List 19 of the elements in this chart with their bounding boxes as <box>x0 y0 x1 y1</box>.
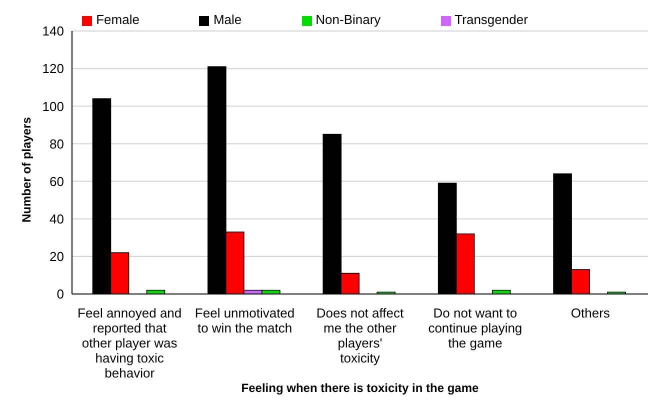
x-tick-label: Others <box>570 306 610 321</box>
legend-label: Female <box>96 12 140 27</box>
y-tick-label: 120 <box>42 61 64 76</box>
y-tick-label: 40 <box>50 211 64 226</box>
y-tick-label: 20 <box>50 249 64 264</box>
y-axis-title: Number of players <box>19 116 34 222</box>
y-tick-label: 140 <box>42 24 64 39</box>
y-tick-label: 100 <box>42 98 64 114</box>
legend-label: Non-Binary <box>316 12 381 27</box>
legend-label: Transgender <box>454 12 528 27</box>
legend-label: Male <box>213 12 242 27</box>
y-tick-label: 60 <box>50 174 64 189</box>
x-axis-title: Feeling when there is toxicity in the game <box>241 381 480 395</box>
y-tick-label: 80 <box>50 136 64 152</box>
x-tick-label: Do not want to continue playing the game <box>428 306 522 351</box>
x-tick-label: Does not affect me the other players' toxicity <box>316 306 404 366</box>
x-tick-label: Feel annoyed and reported that other player was having toxic behavior <box>78 306 182 380</box>
x-tick-label: Feel unmotivated to win the match <box>194 306 295 336</box>
y-tick-label: 0 <box>56 286 64 302</box>
